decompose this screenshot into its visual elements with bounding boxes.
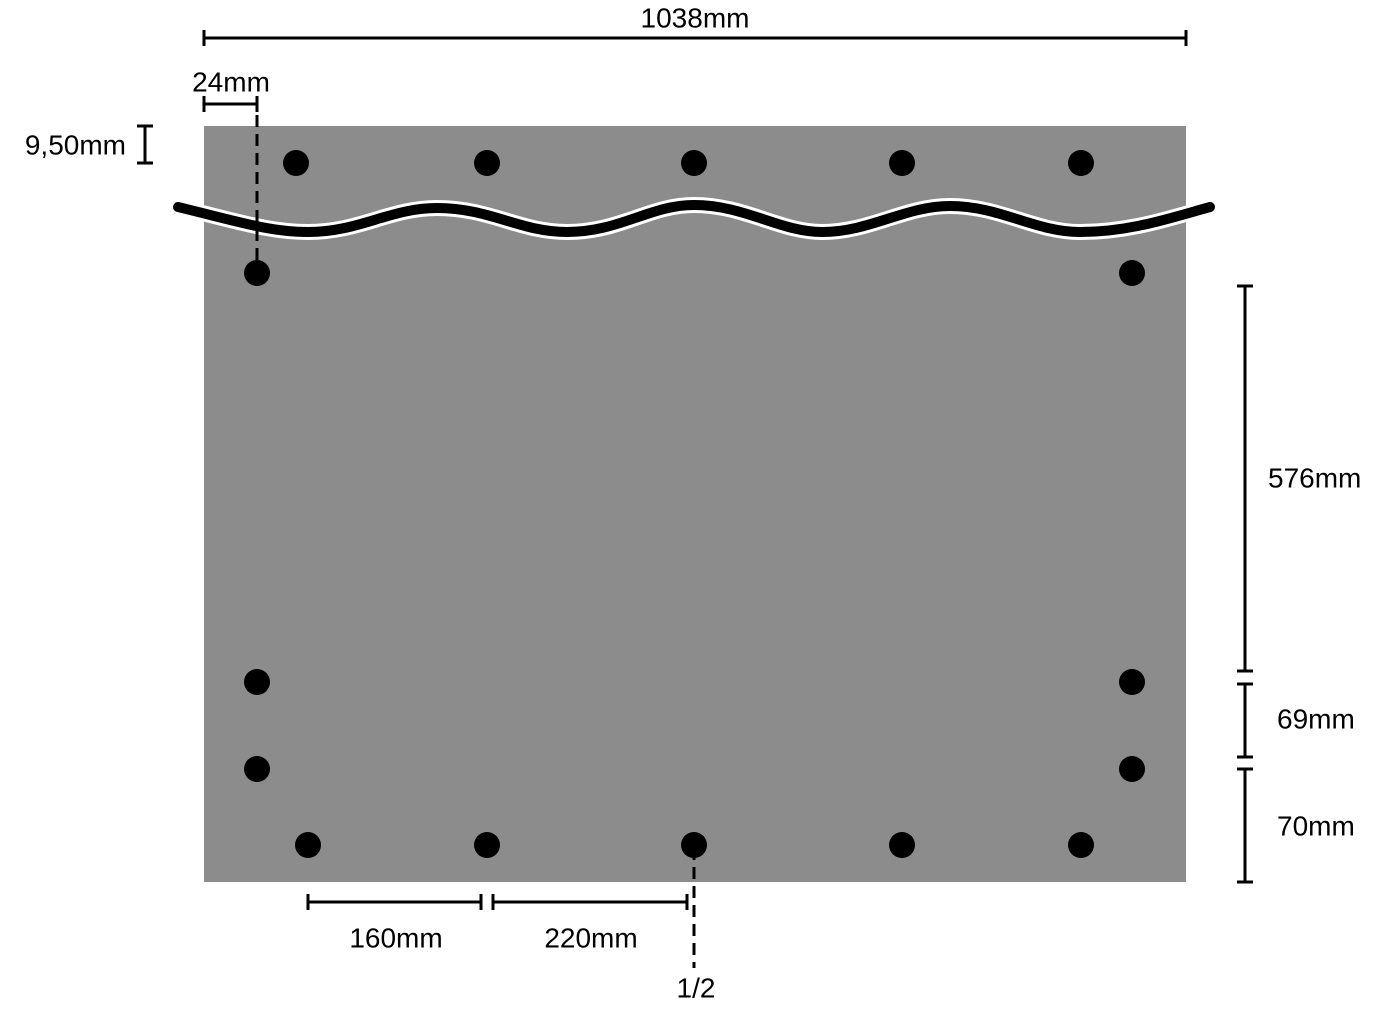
hole: [244, 669, 270, 695]
dimension-line: [306, 894, 483, 910]
hole: [474, 150, 500, 176]
hole: [1119, 669, 1145, 695]
break-line-core: [173, 199, 1215, 238]
dimension-label: 220mm: [544, 922, 637, 953]
hole: [681, 150, 707, 176]
side-dots: [244, 260, 1145, 782]
dimension-line: [1237, 682, 1253, 759]
bottom-dots: [295, 832, 1094, 858]
dimension-line: [202, 30, 1188, 46]
hole: [244, 260, 270, 286]
hole: [889, 832, 915, 858]
hole: [244, 756, 270, 782]
center-label: 1/2: [677, 972, 716, 1003]
dimension-label: 160mm: [349, 922, 442, 953]
dimension-line: [491, 894, 689, 910]
dimension-label: 24mm: [192, 66, 270, 97]
dimension-line: [1237, 284, 1253, 673]
dimension-line: [1237, 767, 1253, 884]
break-line: [170, 196, 1218, 241]
hole: [1068, 150, 1094, 176]
panel: [204, 126, 1186, 882]
hole: [889, 150, 915, 176]
dimension-line: [137, 124, 153, 165]
dimension-line: [202, 96, 259, 112]
dimension-label: 69mm: [1277, 703, 1355, 734]
dimension-label: 576mm: [1268, 462, 1361, 493]
hole: [474, 832, 500, 858]
top-dots: [283, 150, 1094, 176]
hole: [295, 832, 321, 858]
hole: [681, 832, 707, 858]
hole: [283, 150, 309, 176]
dimension-label: 70mm: [1277, 810, 1355, 841]
dimension-label: 1038mm: [641, 2, 750, 33]
hole: [1119, 756, 1145, 782]
dimension-label: 9,50mm: [25, 129, 126, 160]
hole: [1119, 260, 1145, 286]
hole: [1068, 832, 1094, 858]
